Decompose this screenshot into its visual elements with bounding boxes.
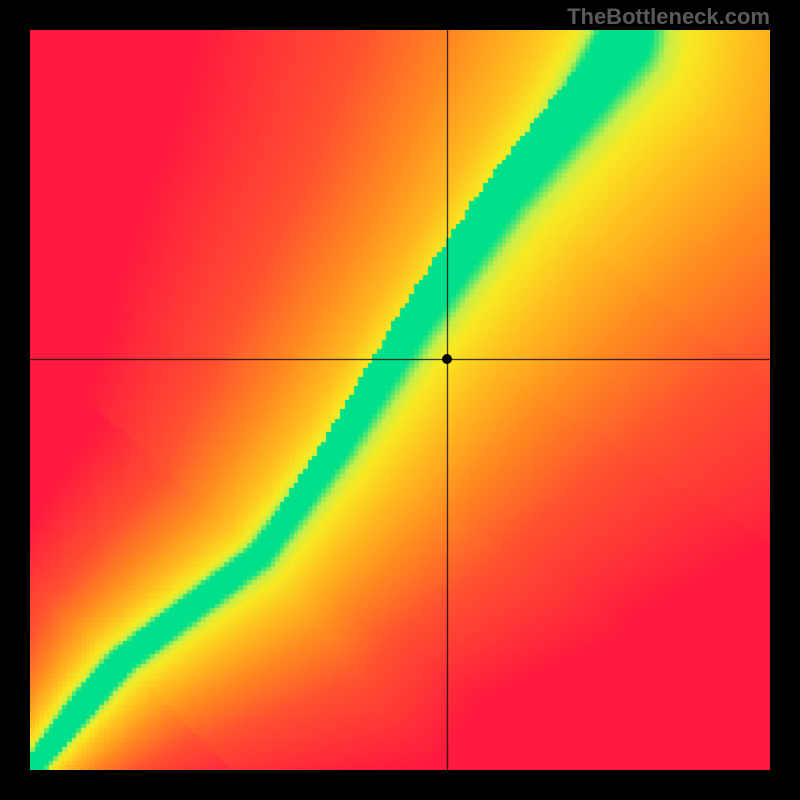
chart-container: TheBottleneck.com (0, 0, 800, 800)
crosshair-marker (442, 354, 452, 364)
watermark-text: TheBottleneck.com (567, 4, 770, 30)
bottleneck-heatmap (30, 30, 770, 770)
